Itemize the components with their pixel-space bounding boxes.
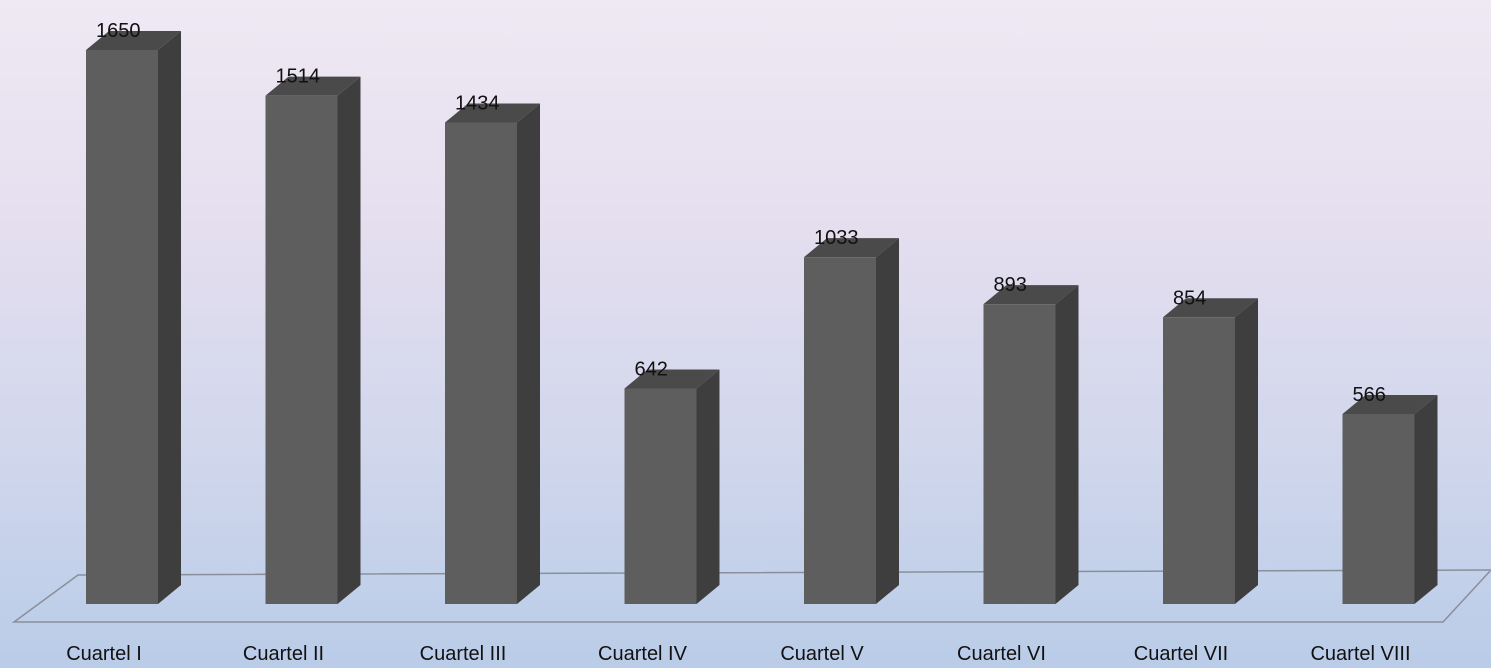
bar-front	[86, 50, 158, 604]
category-label: Cuartel VIII	[1310, 643, 1410, 665]
category-label: Cuartel VII	[1134, 643, 1228, 665]
chart-floor	[11, 569, 1491, 623]
category-labels-group: Cuartel I Cuartel II Cuartel III Cuartel IV…	[66, 643, 1410, 665]
bar	[983, 285, 1079, 604]
bar-top	[624, 369, 720, 389]
bar	[1342, 394, 1438, 604]
bar-front	[983, 304, 1056, 604]
bar-top	[1342, 394, 1438, 414]
bar-top	[265, 76, 361, 96]
value-label: 1434	[455, 93, 500, 115]
category-label: Cuartel IV	[598, 643, 688, 665]
bar	[445, 103, 540, 605]
bar-front	[624, 388, 697, 604]
bar-side	[876, 238, 899, 605]
bar	[804, 238, 899, 605]
bar-front	[1342, 413, 1415, 604]
category-label: Cuartel I	[66, 643, 142, 665]
value-label: 1650	[96, 20, 141, 42]
value-label: 642	[635, 358, 668, 380]
bar-top	[86, 31, 181, 50]
bar-top	[445, 103, 540, 123]
value-label: 893	[994, 274, 1027, 296]
category-label: Cuartel VI	[957, 643, 1046, 665]
bar-side	[337, 76, 361, 605]
bar	[86, 31, 181, 604]
category-label: Cuartel III	[420, 643, 507, 665]
bar-front	[804, 257, 876, 604]
bar-side	[517, 103, 540, 605]
bar-side	[1055, 285, 1079, 604]
bar-top	[804, 238, 899, 258]
value-label: 566	[1353, 384, 1386, 406]
bar-side	[158, 31, 181, 604]
value-label: 1033	[814, 227, 859, 249]
bar-side	[1414, 394, 1438, 604]
bar	[1163, 298, 1258, 604]
bar-side	[696, 369, 720, 604]
bar	[265, 76, 361, 605]
category-label: Cuartel V	[780, 643, 864, 665]
bar-front	[265, 95, 338, 605]
category-label: Cuartel II	[243, 643, 324, 665]
bar-front	[1163, 317, 1235, 604]
value-label: 1514	[276, 66, 321, 88]
bar-top	[983, 285, 1079, 305]
value-label: 854	[1173, 287, 1206, 309]
bars-group	[86, 31, 1438, 605]
bar	[624, 369, 720, 604]
value-labels-group: 1650 1514 1434 642 1033 893 854 566	[96, 20, 1386, 406]
bar-side	[1235, 298, 1258, 604]
bar-front	[445, 122, 517, 605]
bar-top	[1163, 298, 1258, 318]
